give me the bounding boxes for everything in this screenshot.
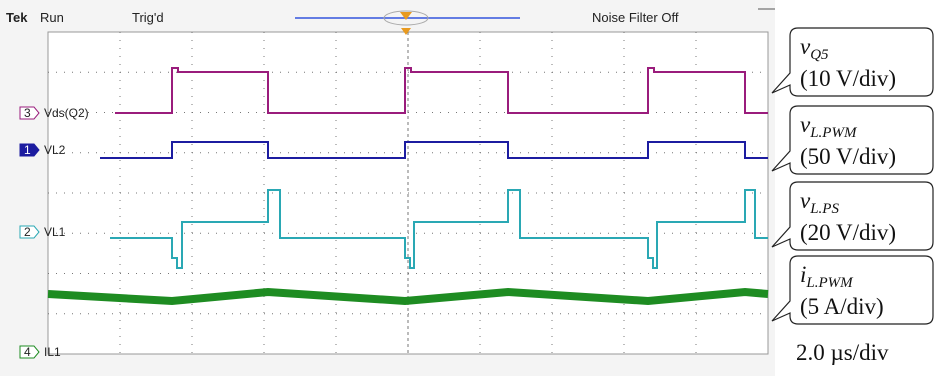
channel-number: 4	[24, 345, 31, 359]
callout-subscript: L.PWM	[805, 275, 854, 291]
screenshot: Tek Run Trig'd Noise Filter Off 3 Vds(Q2…	[0, 0, 937, 376]
callout-scale: (5 A/div)	[800, 294, 884, 319]
trigger-state: Trig'd	[132, 10, 164, 25]
callout-subscript: L.PS	[809, 201, 839, 217]
channel-number: 3	[24, 106, 31, 120]
run-state: Run	[40, 10, 64, 25]
callouts: vQ5(10 V/div)vL.PWM(50 V/div)vL.PS(20 V/…	[772, 28, 933, 324]
callout-subscript: Q5	[810, 47, 829, 63]
callout-scale: (50 V/div)	[800, 144, 896, 169]
channel-label: VL2	[44, 143, 66, 157]
channel-number: 2	[24, 225, 31, 239]
noise-filter: Noise Filter Off	[592, 10, 679, 25]
channel-label: IL1	[44, 345, 61, 359]
callout-subscript: L.PWM	[809, 125, 858, 141]
brand: Tek	[6, 10, 28, 25]
channel-label: VL1	[44, 225, 66, 239]
channel-label: Vds(Q2)	[44, 106, 89, 120]
callout-scale: (20 V/div)	[800, 220, 896, 245]
timebase: 2.0 µs/div	[796, 340, 889, 365]
channel-number: 1	[24, 143, 31, 157]
channel-3: 3 Vds(Q2)	[20, 106, 89, 120]
callout-scale: (10 V/div)	[800, 66, 896, 91]
